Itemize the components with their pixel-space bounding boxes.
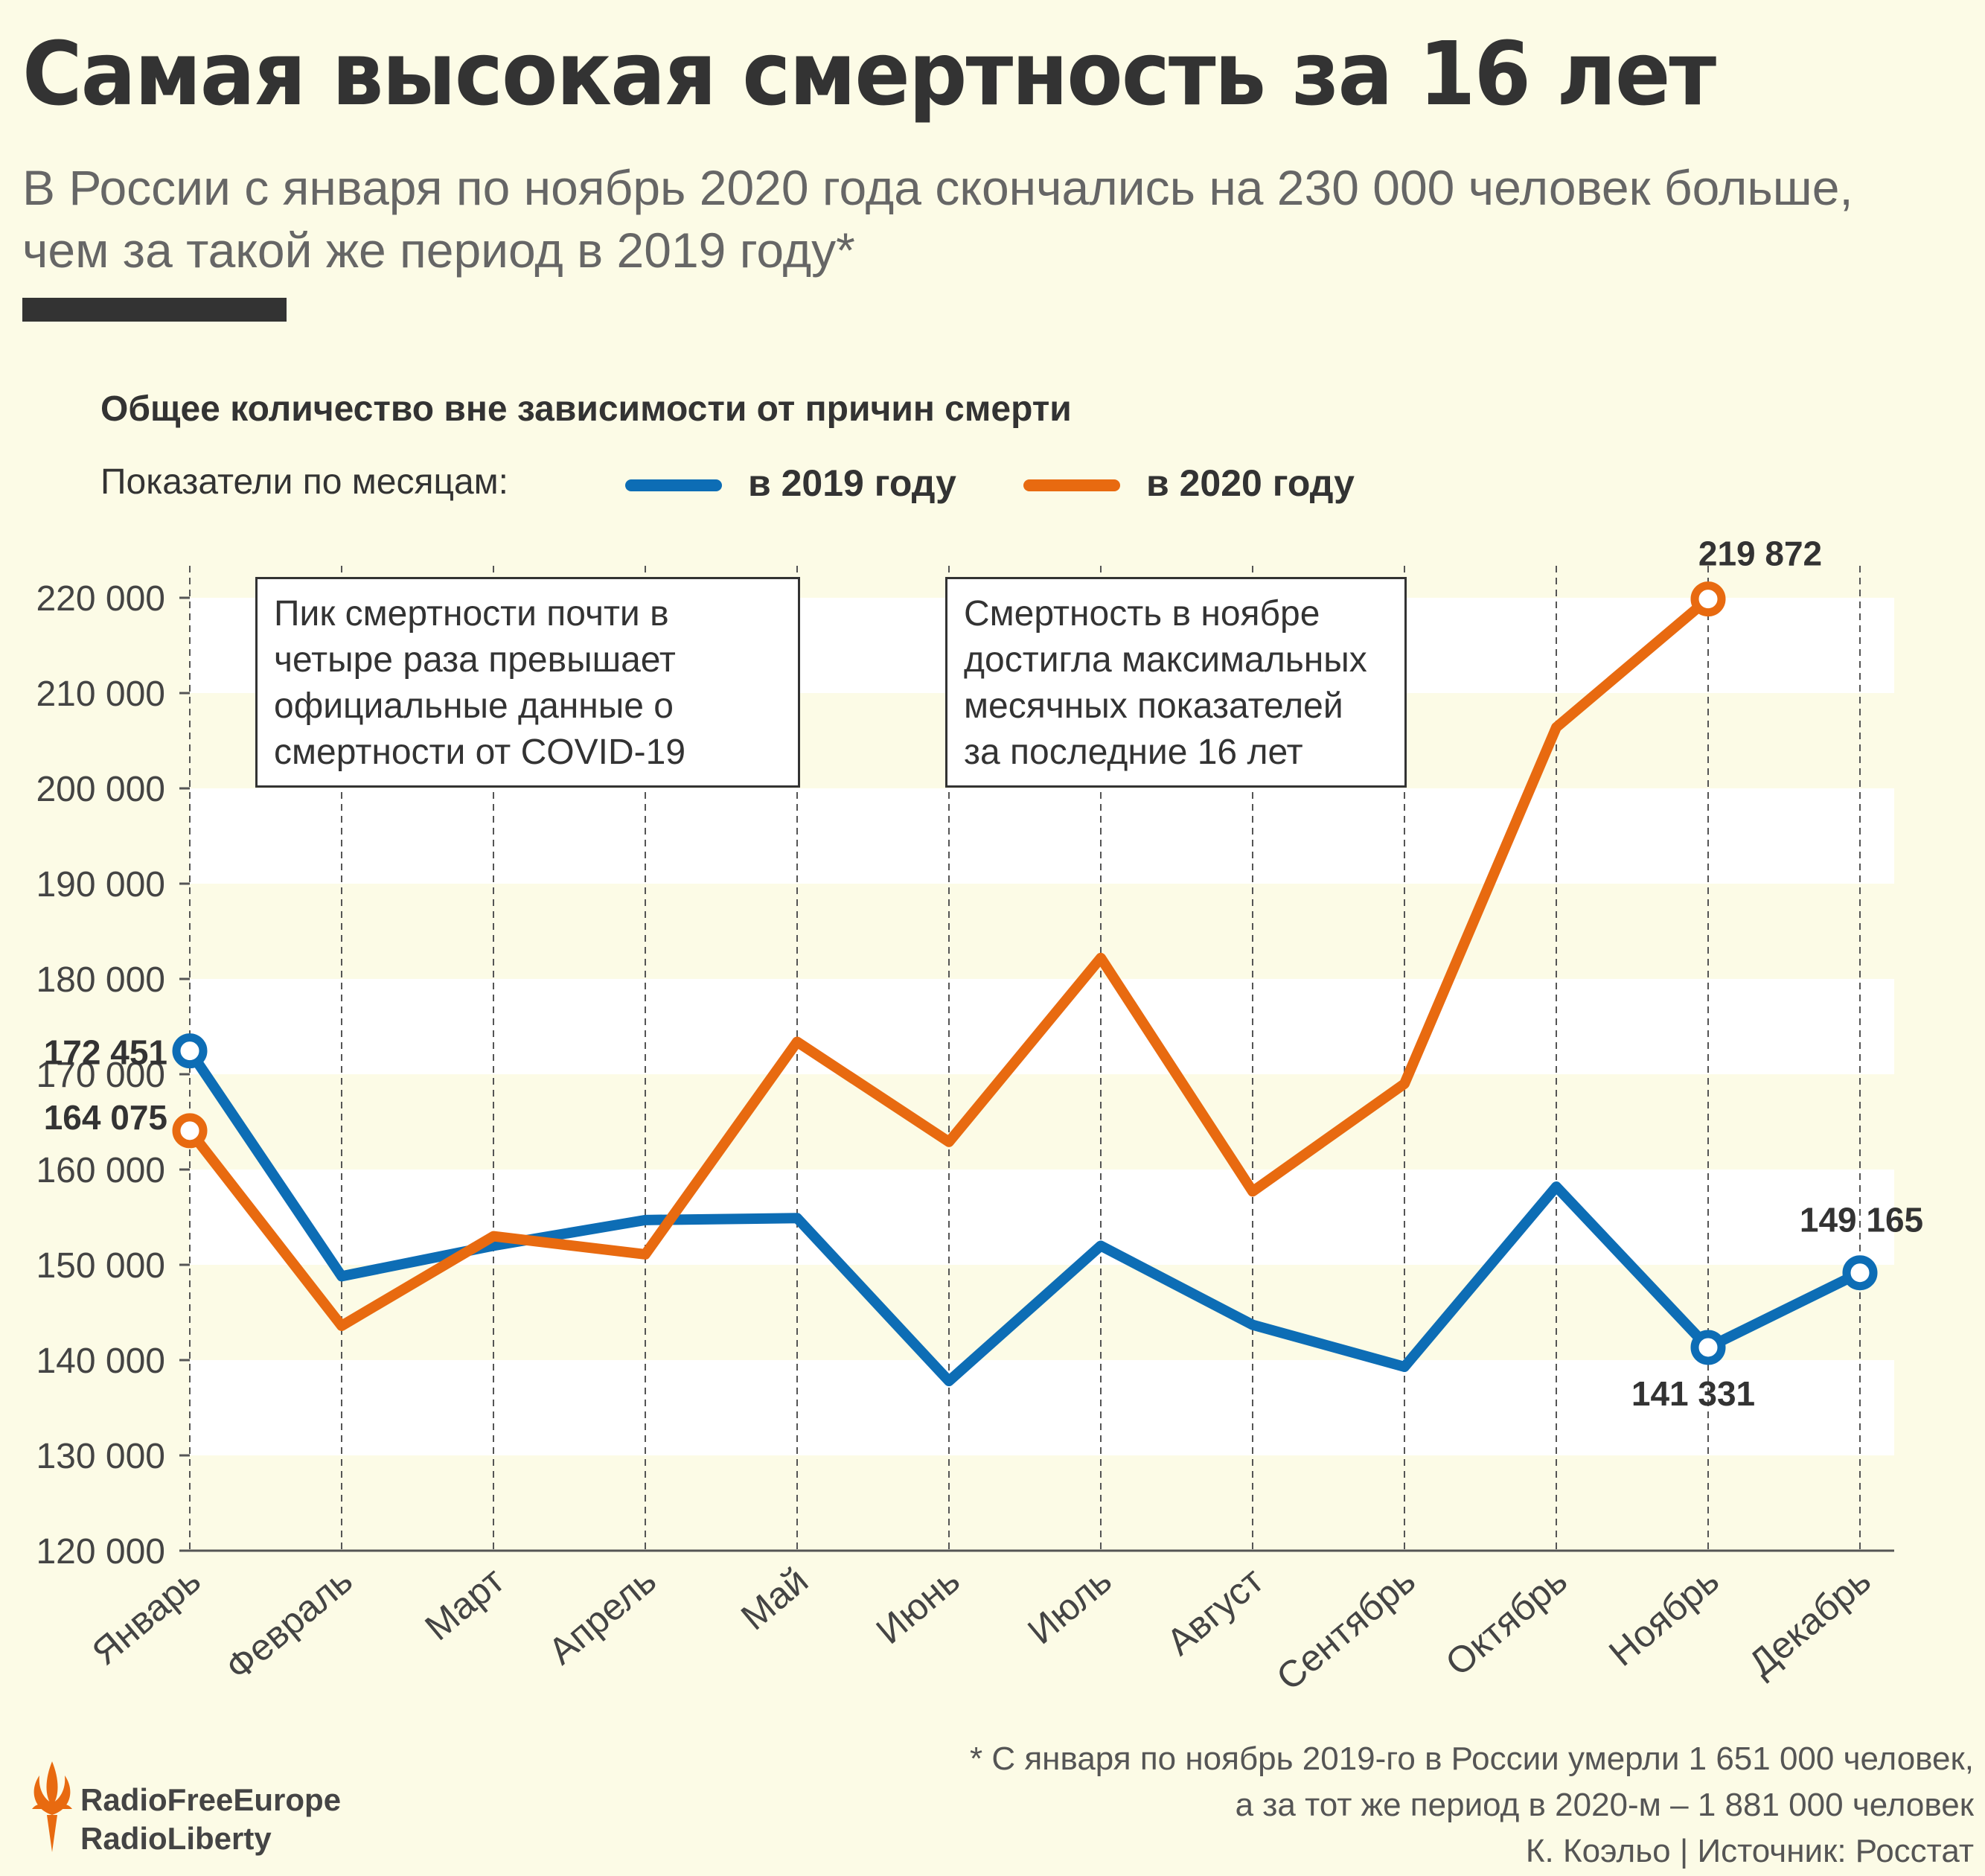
title-rule: [22, 298, 287, 322]
y-tick-label: 220 000: [36, 579, 165, 619]
logo-line-1: RadioFreeEurope: [80, 1782, 342, 1817]
grid-band: [190, 1360, 1894, 1455]
data-label: 164 075: [44, 1098, 167, 1137]
x-tick-label: Октябрь: [1438, 1560, 1575, 1684]
point-marker-1-0: [172, 1113, 208, 1149]
footnote-line-2: а за тот же период в 2020-м – 1 881 000 …: [1235, 1787, 1974, 1823]
x-tick-label: Июнь: [869, 1560, 968, 1653]
legend-label: Показатели по месяцам:: [100, 462, 508, 502]
footnote-credit: К. Коэльо | Источник: Росстат: [1525, 1833, 1974, 1869]
line-chart: 120 000 130 000 140 000 150 000 160 000 170 0…: [36, 535, 1923, 1699]
annotation-november: Смертность в ноябре достигла максимальны…: [945, 577, 1407, 788]
point-marker-0-10: [1690, 1330, 1726, 1365]
y-tick-label: 160 000: [36, 1151, 165, 1190]
logo-text: RadioFreeEurope RadioLiberty: [80, 1781, 341, 1858]
y-tick-label: 200 000: [36, 770, 165, 809]
y-tick-label: 130 000: [36, 1437, 165, 1476]
footnote-line-1: * С января по ноябрь 2019-го в России ум…: [969, 1741, 1974, 1777]
x-tick-label: Ноябрь: [1601, 1560, 1727, 1674]
y-tick-label: 120 000: [36, 1532, 165, 1572]
y-tick-label: 210 000: [36, 674, 165, 714]
x-tick-label: Апрель: [540, 1560, 664, 1673]
footnote: * С января по ноябрь 2019-го в России ум…: [970, 1736, 1974, 1875]
legend-swatch-2019: [625, 479, 722, 491]
y-tick-label: 180 000: [36, 960, 165, 1000]
point-marker-1-10: [1690, 581, 1726, 617]
x-tick-label: Сентябрь: [1268, 1560, 1423, 1699]
data-label: 172 451: [44, 1033, 167, 1072]
series-line-1: [185, 593, 1713, 1331]
point-marker-0-0: [172, 1033, 208, 1069]
page-subtitle: В России с января по ноябрь 2020 года ск…: [22, 156, 1957, 281]
point-marker-0-11: [1842, 1255, 1878, 1291]
x-tick-label: Февраль: [217, 1560, 360, 1689]
legend-text-2020: в 2020 году: [1146, 462, 1355, 504]
data-label: 141 331: [1631, 1374, 1755, 1413]
legend-swatch-2020: [1023, 479, 1120, 491]
chart-title: Общее количество вне зависимости от прич…: [100, 389, 1072, 429]
x-tick-label: Март: [417, 1559, 512, 1648]
x-tick-label: Июль: [1020, 1560, 1119, 1653]
legend-text-2019: в 2019 году: [748, 462, 956, 504]
y-tick-label: 140 000: [36, 1341, 165, 1381]
subtitle-line-2: чем за такой же период в 2019 году*: [22, 223, 855, 278]
y-tick-label: 170 000: [36, 1056, 165, 1095]
data-label: 149 165: [1800, 1201, 1923, 1240]
x-tick-label: Май: [733, 1560, 816, 1639]
annotation-covid: Пик смертности почти в четыре раза превы…: [255, 577, 800, 788]
logo-line-2: RadioLiberty: [80, 1821, 272, 1856]
x-tick-label: Август: [1159, 1559, 1271, 1663]
y-tick-label: 150 000: [36, 1246, 165, 1286]
subtitle-line-1: В России с января по ноябрь 2020 года ск…: [22, 160, 1853, 215]
data-label: 219 872: [1698, 535, 1822, 573]
x-tick-label: Декабрь: [1741, 1560, 1879, 1685]
rfe-rl-flame-icon: [32, 1761, 72, 1852]
x-tick-label: Январь: [84, 1560, 208, 1674]
grid-band: [190, 788, 1894, 884]
y-tick-label: 190 000: [36, 865, 165, 904]
page-title: Самая высокая смертность за 16 лет: [22, 22, 1716, 125]
